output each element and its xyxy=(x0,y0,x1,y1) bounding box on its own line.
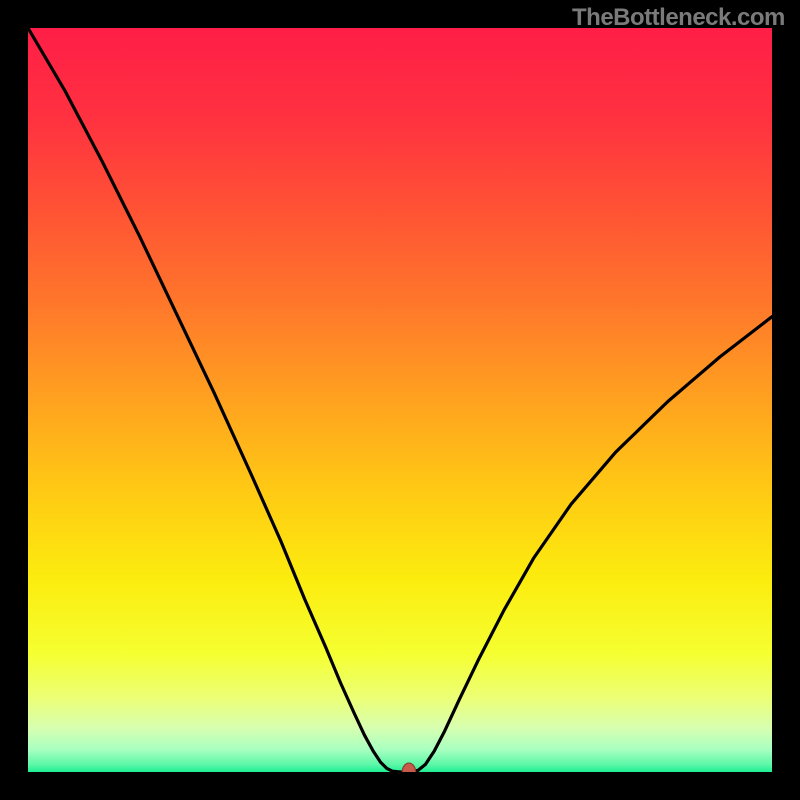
watermark-text: TheBottleneck.com xyxy=(572,4,785,32)
plot-area xyxy=(28,28,772,772)
plot-svg xyxy=(28,28,772,772)
gradient-background xyxy=(28,28,772,772)
